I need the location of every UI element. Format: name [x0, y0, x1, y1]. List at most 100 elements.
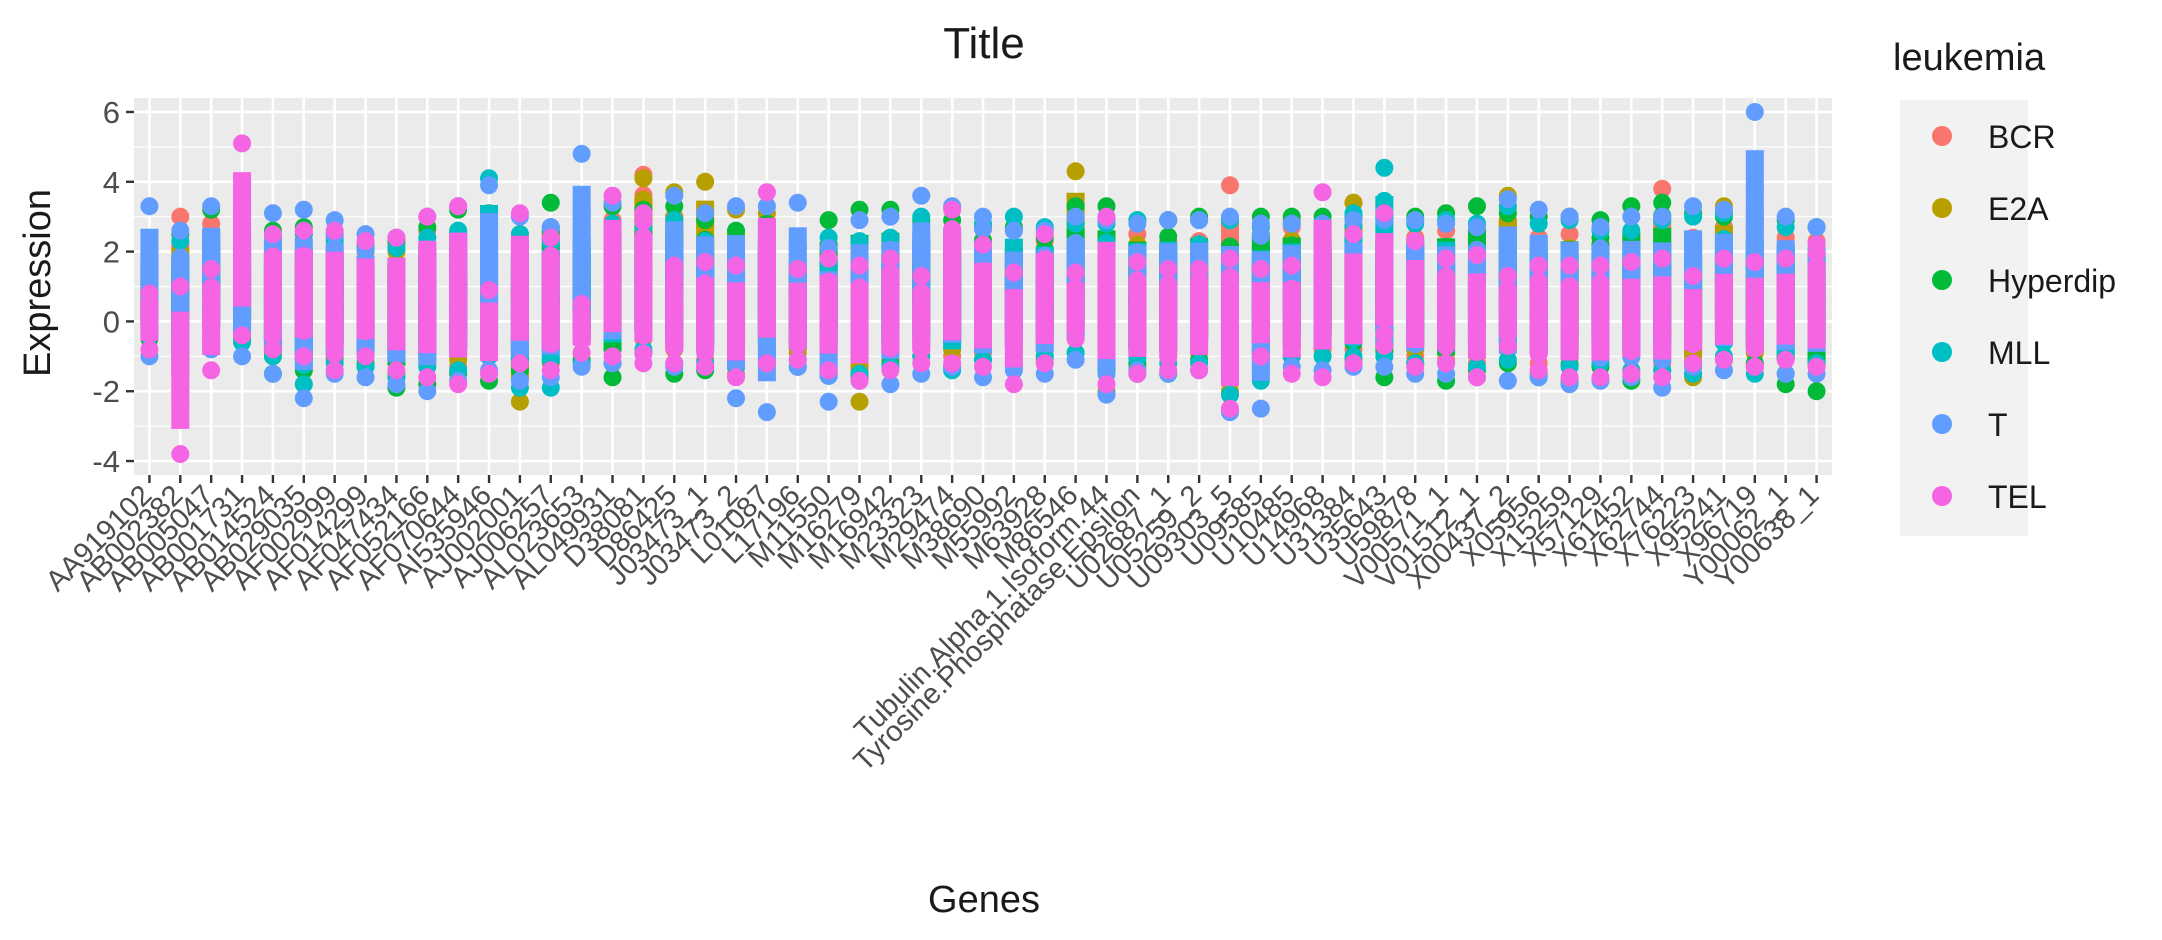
- data-point-mll: [294, 375, 313, 394]
- data-point-hyperdip: [819, 211, 838, 230]
- data-point-t: [1282, 214, 1301, 233]
- data-point-hyperdip: [1807, 382, 1826, 401]
- data-point-t: [881, 207, 900, 226]
- data-point-mll: [912, 207, 931, 226]
- data-point-cluster-tel: [171, 311, 190, 429]
- data-point-tel: [418, 368, 437, 387]
- data-point-tel: [294, 347, 313, 366]
- data-point-tel: [294, 221, 313, 240]
- data-point-tel: [356, 232, 375, 251]
- data-point-tel: [233, 326, 252, 345]
- data-point-t: [418, 382, 437, 401]
- data-point-t: [974, 207, 992, 226]
- data-point-t: [294, 389, 313, 408]
- data-point-e2a: [510, 392, 529, 411]
- data-point-mll: [1375, 158, 1394, 177]
- data-point-tel: [449, 197, 468, 216]
- data-point-tel: [202, 260, 221, 279]
- legend-box: [1900, 100, 2028, 536]
- data-point-t: [572, 144, 591, 163]
- data-point-cluster-tel: [480, 302, 499, 362]
- data-point-t: [171, 221, 190, 240]
- data-point-t: [1159, 211, 1178, 230]
- data-point-cluster-tel: [510, 235, 529, 341]
- data-point-t: [572, 357, 591, 376]
- data-point-cluster-tel: [325, 251, 344, 350]
- data-point-tel: [325, 361, 344, 380]
- data-point-bcr: [1653, 179, 1672, 198]
- data-point-hyperdip: [1653, 193, 1672, 212]
- data-point-hyperdip: [541, 193, 560, 212]
- data-point-tel: [171, 277, 190, 296]
- data-point-t: [356, 368, 375, 387]
- data-point-cluster-tel: [356, 258, 375, 340]
- data-point-tel: [202, 361, 221, 380]
- data-point-e2a: [634, 169, 653, 188]
- data-point-t: [912, 186, 931, 205]
- data-point-tel: [387, 361, 406, 380]
- data-point-tel: [480, 364, 499, 383]
- data-point-tel: [140, 284, 159, 303]
- data-point-tel: [418, 207, 437, 226]
- data-point-tel: [356, 347, 375, 366]
- data-point-tel: [263, 225, 282, 244]
- chart-title: Title: [943, 19, 1025, 68]
- data-point-t: [1560, 207, 1579, 226]
- data-point-bcr: [1220, 176, 1239, 195]
- data-point-cluster-tel: [233, 172, 252, 307]
- data-point-mll: [1220, 385, 1239, 404]
- data-point-t: [1684, 197, 1703, 216]
- data-point-t: [1498, 371, 1517, 390]
- data-point-t: [850, 211, 869, 230]
- data-point-mll: [1622, 221, 1641, 240]
- data-point-cluster-tel: [294, 249, 313, 338]
- data-point-t: [1529, 200, 1548, 219]
- data-point-t: [819, 392, 838, 411]
- data-point-hyperdip: [603, 368, 622, 387]
- data-point-cluster-tel: [449, 232, 468, 358]
- data-point-e2a: [1066, 162, 1085, 181]
- data-point-tel: [510, 204, 529, 223]
- data-point-tel: [480, 280, 499, 299]
- data-point-t: [233, 347, 252, 366]
- data-point-cluster-tel: [202, 284, 221, 356]
- data-point-t: [1375, 357, 1394, 376]
- data-point-tel: [140, 340, 159, 359]
- data-point-t: [510, 371, 529, 390]
- legend-title: leukemia: [1893, 37, 2046, 79]
- data-point-hyperdip: [1467, 197, 1486, 216]
- x-axis-label: Genes: [928, 879, 1040, 921]
- data-point-mll: [1313, 347, 1332, 366]
- data-point-e2a: [696, 172, 715, 191]
- data-point-t: [1622, 207, 1641, 226]
- data-point-t: [387, 375, 406, 394]
- data-point-hyperdip: [1159, 227, 1178, 246]
- data-point-t: [881, 375, 900, 394]
- data-point-e2a: [850, 392, 869, 411]
- data-point-t: [1467, 218, 1486, 237]
- data-point-t: [1591, 218, 1610, 237]
- data-point-t: [480, 176, 499, 195]
- data-point-t: [1004, 221, 1023, 240]
- data-point-tel: [325, 221, 344, 240]
- data-point-cluster-tel: [140, 301, 159, 341]
- data-point-cluster-tel: [263, 251, 282, 333]
- data-point-t: [1776, 364, 1795, 383]
- data-point-mll: [1529, 214, 1548, 233]
- data-point-tel: [449, 375, 468, 394]
- data-point-mll: [1498, 350, 1517, 369]
- data-point-t: [263, 204, 282, 223]
- data-point-t: [263, 364, 282, 383]
- data-point-t: [1745, 102, 1764, 121]
- data-point-tel: [263, 340, 282, 359]
- data-point-t: [727, 389, 746, 408]
- data-point-t: [140, 197, 159, 216]
- data-point-tel: [387, 228, 406, 247]
- data-point-t: [202, 197, 221, 216]
- y-axis-label: Expression: [17, 189, 59, 377]
- data-point-t: [1807, 218, 1826, 237]
- data-point-t: [294, 200, 313, 219]
- data-point-t: [788, 193, 807, 212]
- data-point-t: [1437, 214, 1456, 233]
